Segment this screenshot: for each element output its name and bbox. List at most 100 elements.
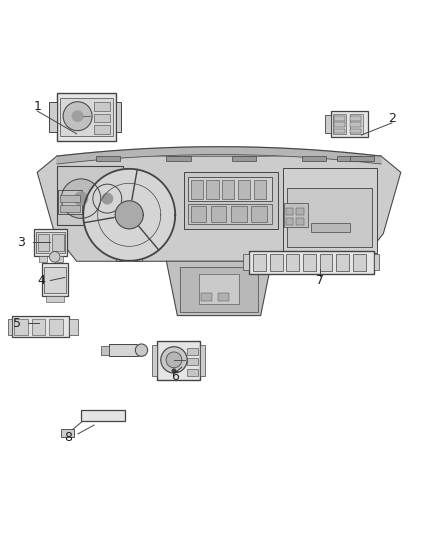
Bar <box>222 180 234 199</box>
Circle shape <box>161 347 187 373</box>
Text: 7: 7 <box>316 274 324 287</box>
Bar <box>188 177 272 201</box>
Bar <box>331 111 368 138</box>
Bar <box>303 254 316 271</box>
Bar <box>57 93 116 141</box>
Bar <box>336 254 349 271</box>
Bar <box>116 102 121 132</box>
Bar <box>42 263 68 296</box>
Text: 6: 6 <box>171 370 179 383</box>
Bar <box>211 206 226 222</box>
Bar <box>39 256 47 262</box>
Bar <box>249 251 374 274</box>
Text: 3: 3 <box>17 236 25 249</box>
Polygon shape <box>115 201 143 229</box>
Bar <box>44 267 66 293</box>
Bar <box>253 254 266 271</box>
Circle shape <box>166 352 182 368</box>
Text: 8: 8 <box>64 431 72 444</box>
Bar <box>334 123 345 127</box>
Bar <box>58 190 82 214</box>
Circle shape <box>61 179 101 219</box>
Bar <box>232 156 256 160</box>
Bar <box>36 232 65 253</box>
Bar <box>38 234 49 251</box>
Bar <box>14 319 28 335</box>
Bar <box>238 180 250 199</box>
Bar <box>8 319 12 335</box>
Bar <box>60 98 113 136</box>
Bar <box>187 348 198 355</box>
Bar <box>94 102 110 110</box>
Bar <box>374 254 379 270</box>
Bar <box>109 344 141 356</box>
Bar <box>152 345 157 376</box>
Circle shape <box>135 344 148 356</box>
Circle shape <box>49 252 60 262</box>
Bar <box>353 254 366 271</box>
Circle shape <box>102 193 113 204</box>
Bar <box>337 156 361 160</box>
Bar <box>325 115 331 133</box>
Bar <box>286 254 299 271</box>
Bar <box>55 256 63 262</box>
Text: 4: 4 <box>38 274 46 287</box>
Bar <box>191 206 206 222</box>
Bar <box>52 234 64 251</box>
Bar <box>243 254 249 270</box>
Circle shape <box>172 369 176 373</box>
Circle shape <box>74 192 88 205</box>
Polygon shape <box>166 261 272 316</box>
Bar <box>350 116 361 120</box>
Bar <box>12 317 69 337</box>
Polygon shape <box>57 147 381 164</box>
Bar <box>334 116 345 120</box>
Bar <box>206 180 219 199</box>
Bar <box>187 359 198 366</box>
Bar <box>60 195 80 202</box>
Circle shape <box>63 102 92 131</box>
Bar <box>188 204 272 223</box>
Bar <box>96 156 120 160</box>
Bar <box>81 410 125 421</box>
Bar <box>191 180 203 199</box>
Bar <box>34 229 67 256</box>
Bar <box>334 128 345 133</box>
Text: 5: 5 <box>13 317 21 330</box>
Bar <box>116 214 142 261</box>
Bar <box>311 223 350 232</box>
Bar <box>302 156 326 160</box>
Bar <box>187 369 198 376</box>
Bar <box>199 274 239 304</box>
Text: 1: 1 <box>33 100 41 113</box>
Text: 2: 2 <box>388 112 396 125</box>
Bar <box>94 114 110 123</box>
Bar <box>201 293 212 301</box>
Bar <box>94 125 110 134</box>
Bar <box>283 168 377 253</box>
Bar <box>49 102 57 132</box>
Bar <box>284 203 308 227</box>
Bar <box>180 266 258 312</box>
Bar <box>101 346 109 354</box>
Polygon shape <box>37 156 401 261</box>
Bar <box>287 188 372 247</box>
Bar <box>60 205 80 212</box>
Bar <box>333 114 346 134</box>
Bar <box>32 319 45 335</box>
Bar <box>296 218 304 225</box>
Circle shape <box>93 184 122 213</box>
Bar <box>350 123 361 127</box>
Bar <box>57 166 123 225</box>
Bar <box>49 319 63 335</box>
Bar <box>231 206 247 222</box>
Bar <box>350 128 361 133</box>
Bar <box>184 172 278 229</box>
Bar <box>166 156 191 160</box>
Bar <box>46 296 64 302</box>
Bar <box>350 156 374 160</box>
Bar <box>350 114 363 134</box>
Bar <box>251 206 267 222</box>
Bar <box>286 218 293 225</box>
Bar <box>69 319 78 335</box>
